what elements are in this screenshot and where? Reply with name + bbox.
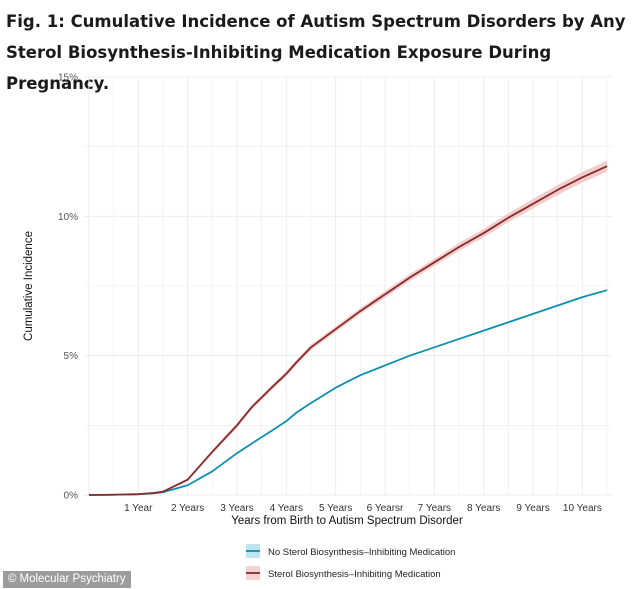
legend-item-no-sterol: No Sterol Biosynthesis–Inhibiting Medica… [246, 544, 455, 558]
x-tick-label: 9 Years [516, 503, 549, 514]
grid-lines [84, 76, 612, 496]
x-tick-labels: 1 Year 2 Years 3 Years 4 Years 5 Years 6 Year… [124, 503, 602, 514]
x-tick-label: 10 Years [563, 503, 602, 514]
sterol-series-line [88, 165, 608, 496]
source-credit: © Molecular Psychiatry [3, 571, 131, 588]
x-tick-label: 8 Years [467, 503, 500, 514]
x-tick-label: 5 Years [319, 503, 352, 514]
x-axis-title: Years from Birth to Autism Spectrum Diso… [231, 515, 463, 527]
x-tick-label: 3 Years [220, 503, 253, 514]
y-tick-label: 15% [58, 73, 78, 84]
sterol-confidence-band [88, 160, 608, 495]
copyright-symbol: © [8, 573, 17, 585]
series-lines [88, 165, 608, 496]
x-tick-label: 7 Years [418, 503, 451, 514]
x-tick-label: 6 Yearsr [367, 503, 404, 514]
legend: No Sterol Biosynthesis–Inhibiting Medica… [246, 544, 455, 580]
y-axis-title: Cumulative Incidence [23, 231, 35, 341]
figure-title: Fig. 1: Cumulative Incidence of Autism S… [6, 12, 626, 93]
y-tick-label: 10% [58, 212, 78, 223]
legend-label-sterol: Sterol Biosynthesis–Inhibiting Medicatio… [268, 569, 441, 580]
confidence-bands [88, 160, 608, 495]
x-tick-label: 2 Years [171, 503, 204, 514]
x-tick-label: 1 Year [124, 503, 153, 514]
y-tick-label: 5% [64, 351, 79, 362]
y-tick-labels: 0% 5% 10% 15% [58, 73, 78, 502]
x-tick-label: 4 Years [270, 503, 303, 514]
y-tick-label: 0% [64, 491, 79, 502]
legend-item-sterol: Sterol Biosynthesis–Inhibiting Medicatio… [246, 566, 441, 580]
source-credit-label: Molecular Psychiatry [19, 573, 126, 585]
legend-label-no-sterol: No Sterol Biosynthesis–Inhibiting Medica… [268, 547, 455, 558]
